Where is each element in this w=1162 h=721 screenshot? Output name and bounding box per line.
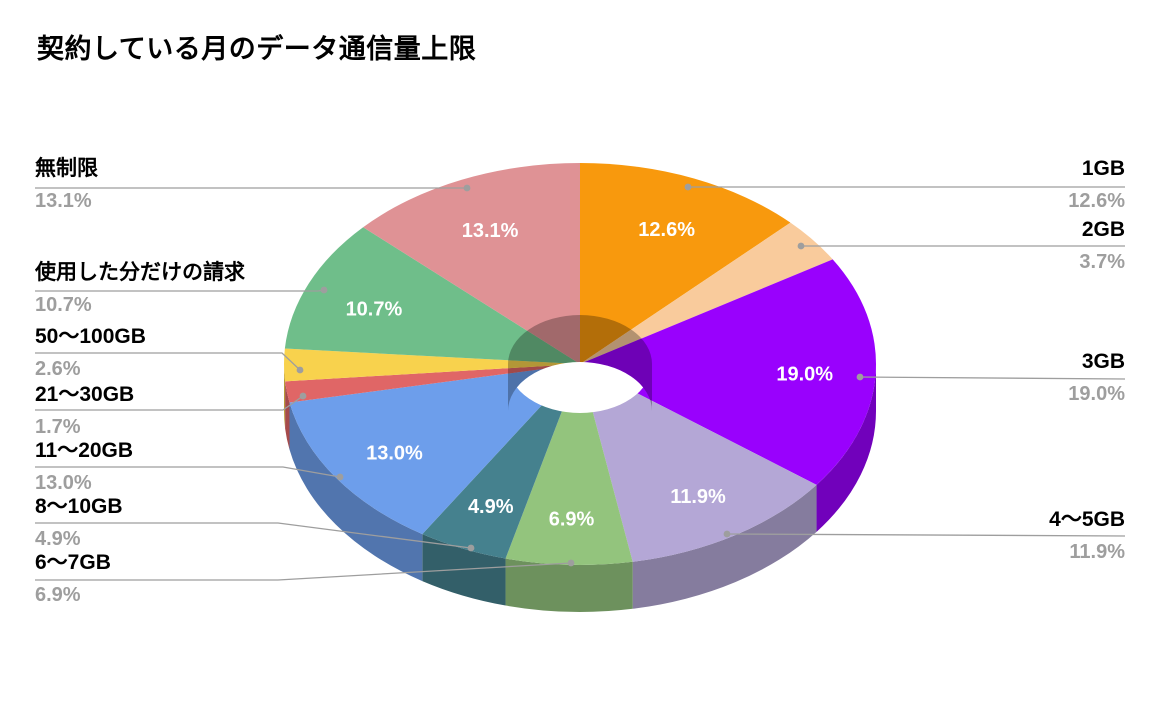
inner-wall-無制限 [508, 315, 580, 364]
leader-dot-1GB [684, 183, 692, 191]
pie-slice-side-6〜7GB [505, 558, 633, 612]
callout-percent-text: 13.1% [35, 190, 92, 212]
callout-label-text: 1GB [1081, 157, 1125, 180]
leader-dot-21〜30GB [299, 392, 307, 400]
slice-percent-label-6〜7GB: 6.9% [549, 509, 595, 531]
leader-lines [35, 183, 1126, 581]
callout-無制限: 無制限 13.1% [35, 157, 98, 213]
callout-21〜30GB: 21〜30GB 1.7% [35, 383, 134, 439]
callout-percent-text: 2.6% [35, 358, 81, 380]
callout-label-text: 4〜5GB [1049, 508, 1125, 531]
pie-slice-無制限[interactable] [363, 163, 580, 364]
pie-slice-1GB[interactable] [580, 163, 791, 364]
leader-line-3GB [859, 376, 1126, 380]
leader-dot-無制限 [463, 184, 471, 192]
inner-wall-21〜30GB [508, 364, 580, 393]
callout-label-text: 8〜10GB [35, 495, 123, 518]
callout-percent-text: 11.9% [1069, 541, 1125, 563]
leader-line-4〜5GB [726, 533, 1126, 537]
leader-dot-6〜7GB [567, 559, 575, 567]
pie-slice-side-21〜30GB [285, 381, 290, 450]
leader-dot-4〜5GB [723, 530, 731, 538]
leader-dot-2GB [797, 242, 805, 250]
pie-slice-3GB[interactable] [580, 259, 876, 485]
callout-label-text: 3GB [1081, 350, 1125, 373]
callout-8〜10GB: 8〜10GB 4.9% [35, 495, 123, 551]
pie-slice-11〜20GB[interactable] [289, 364, 581, 535]
callout-50〜100GB: 50〜100GB 2.6% [35, 325, 146, 381]
pie-slice-2GB[interactable] [580, 222, 833, 364]
leader-dot-使用した分だけの請求 [320, 286, 328, 294]
inner-wall-2GB [580, 315, 652, 364]
callout-percent-text: 10.7% [35, 294, 92, 316]
leader-dot-8〜10GB [467, 544, 475, 552]
slice-percent-label-3GB: 19.0% [776, 363, 833, 385]
callout-使用した分だけの請求: 使用した分だけの請求 10.7% [35, 261, 245, 317]
slice-percent-label-11〜20GB: 13.0% [366, 442, 423, 464]
slice-percent-label-無制限: 13.1% [462, 220, 519, 242]
callout-percent-text: 19.0% [1068, 383, 1125, 405]
leader-dot-50〜100GB [296, 366, 304, 374]
slice-percent-label-1GB: 12.6% [638, 219, 695, 241]
callout-label-text: 11〜20GB [35, 439, 134, 462]
pie-slice-side-11〜20GB [289, 402, 423, 582]
callout-4〜5GB: 4〜5GB 11.9% [1049, 508, 1125, 564]
slice-percent-label-4〜5GB: 11.9% [670, 486, 726, 508]
callout-3GB: 3GB 19.0% [1068, 350, 1125, 406]
callout-6〜7GB: 6〜7GB 6.9% [35, 551, 111, 607]
leader-line-21〜30GB [35, 395, 304, 411]
callout-label-text: 使用した分だけの請求 [35, 261, 245, 284]
callout-label-text: 50〜100GB [35, 325, 146, 348]
callout-percent-text: 6.9% [35, 584, 81, 606]
callout-percent-text: 12.6% [1068, 190, 1125, 212]
callout-percent-text: 3.7% [1079, 251, 1125, 273]
callout-label-text: 無制限 [35, 157, 98, 180]
pie-slice-使用した分だけの請求[interactable] [284, 227, 580, 364]
pie-slice-6〜7GB[interactable] [505, 364, 633, 565]
callout-1GB: 1GB 12.6% [1068, 157, 1125, 213]
leader-line-50〜100GB [35, 352, 301, 371]
callout-label-text: 2GB [1081, 218, 1125, 241]
callout-percent-text: 4.9% [35, 528, 81, 550]
donut-hole [508, 362, 652, 413]
pie-slice-side-50〜100GB [284, 364, 286, 429]
pie-slice-50〜100GB[interactable] [283, 348, 580, 382]
callout-percent-text: 1.7% [35, 416, 81, 438]
callout-percent-text: 13.0% [35, 472, 92, 494]
inner-wall-1GB [580, 315, 652, 364]
inner-wall-使用した分だけの請求 [508, 315, 580, 364]
leader-line-6〜7GB [35, 562, 572, 581]
pie-slice-side-4〜5GB [632, 484, 817, 609]
pie-slice-side-3GB [816, 364, 876, 532]
slice-percent-label-8〜10GB: 4.9% [468, 496, 514, 518]
leader-dot-3GB [856, 373, 864, 381]
chart-title: 契約している月のデータ通信量上限 [37, 34, 477, 64]
leader-dot-11〜20GB [336, 473, 344, 481]
callout-2GB: 2GB 3.7% [1079, 218, 1125, 274]
pie-slice-8〜10GB[interactable] [422, 364, 580, 559]
leader-line-8〜10GB [35, 522, 472, 549]
callout-label-text: 21〜30GB [35, 383, 135, 406]
pie-slice-21〜30GB[interactable] [285, 364, 580, 403]
leader-line-11〜20GB [35, 466, 341, 478]
pie-slice-4〜5GB[interactable] [580, 364, 817, 562]
slice-percent-label-使用した分だけの請求: 10.7% [346, 299, 403, 321]
callout-label-text: 6〜7GB [35, 551, 111, 574]
callout-11〜20GB: 11〜20GB 13.0% [35, 439, 133, 495]
